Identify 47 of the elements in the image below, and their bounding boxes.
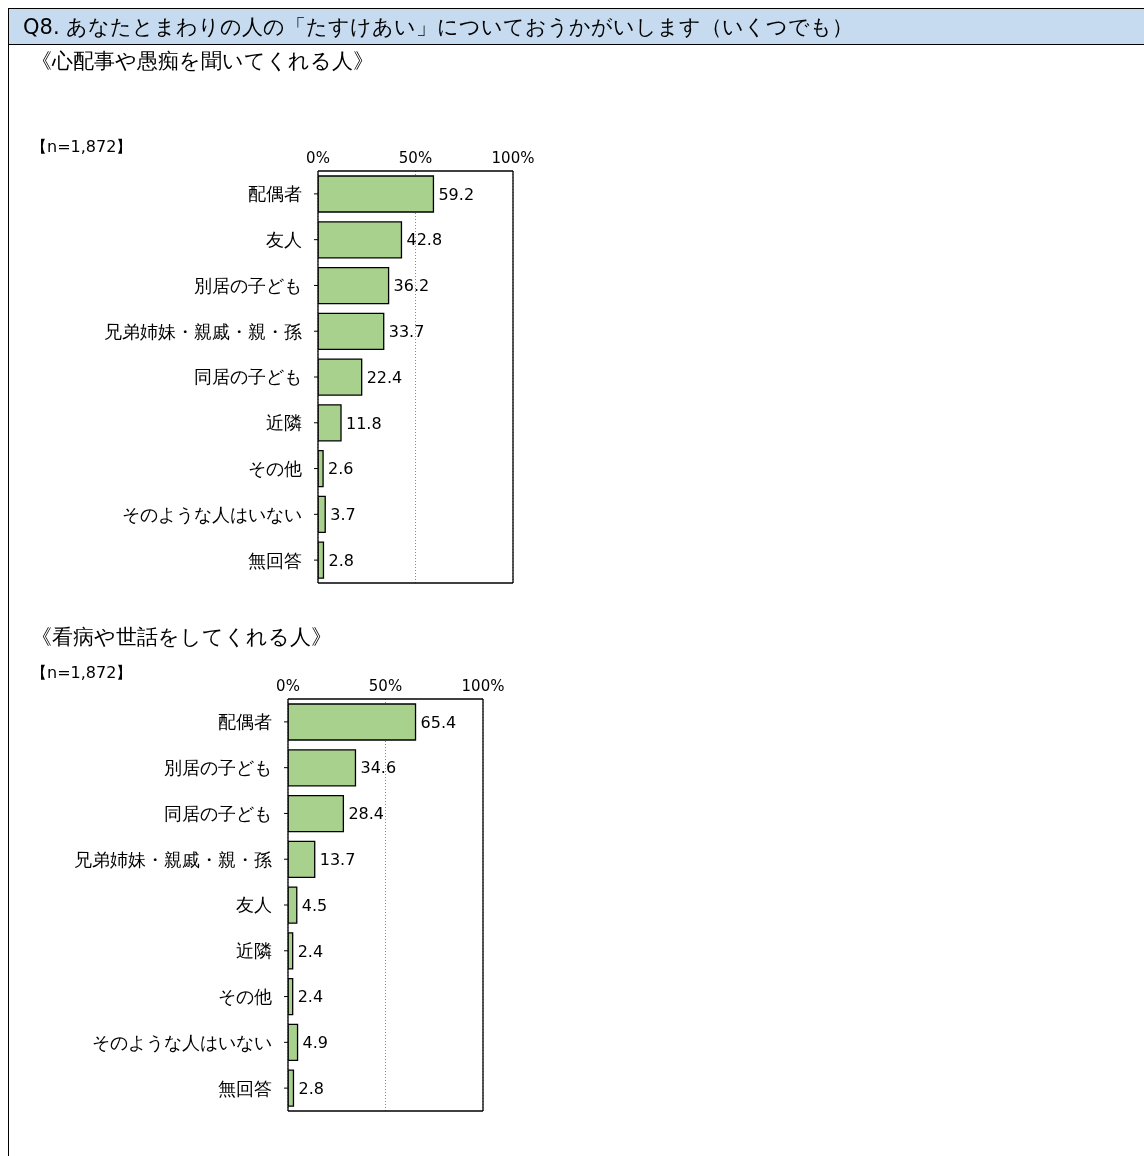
x-tick-label: 100% [461,677,505,695]
data-label: 4.9 [302,1033,329,1053]
data-label: 65.4 [420,712,457,732]
y-tick-label: 別居の子ども [164,757,272,779]
chart-subtitle: 《心配事や愚痴を聞いてくれる人》 [31,48,374,75]
x-tick-label: 0% [276,677,300,695]
data-label: 22.4 [366,367,403,387]
x-tick-label: 50% [398,149,433,167]
data-label: 28.4 [348,804,385,824]
y-tick-label: 配偶者 [248,183,302,205]
y-tick-label: その他 [248,457,302,479]
data-label: 59.2 [438,184,475,204]
y-tick-label: 近隣 [236,940,272,962]
text: 【n=1,872】 [31,663,133,684]
data-label: 13.7 [319,850,356,870]
data-label: 34.6 [360,758,397,778]
y-tick-label: 無回答 [248,549,302,571]
data-label: 36.2 [393,276,430,296]
data-label: 2.8 [328,550,354,570]
y-tick-label: 兄弟姉妹・親戚・親・孫 [74,848,272,870]
y-tick-label: 配偶者 [218,711,272,733]
y-tick-label: 近隣 [266,412,302,434]
data-label: 33.7 [388,322,425,342]
data-label: 11.8 [346,413,382,433]
y-tick-label: 友人 [266,229,302,251]
x-tick-label: 50% [368,677,403,695]
y-tick-label: 兄弟姉妹・親戚・親・孫 [104,320,302,342]
chart-subtitle: 《看病や世話をしてくれる人》 [31,624,332,651]
y-tick-label: 同居の子ども [194,366,302,388]
data-label: 2.4 [297,987,324,1007]
data-label: 42.8 [406,230,443,250]
y-tick-label: そのような人はいない [92,1031,272,1053]
data-label: 2.6 [328,459,354,479]
x-tick-label: 0% [306,149,330,167]
y-tick-label: 無回答 [218,1077,272,1099]
y-tick-label: そのような人はいない [122,503,302,525]
chart-title: Q8. あなたとまわりの人の「たすけあい」についておうかがいします（いくつでも） [9,9,1144,45]
y-tick-label: 同居の子ども [164,802,272,824]
data-label: 2.4 [297,941,324,961]
x-tick-label: 100% [491,149,535,167]
data-label: 4.5 [301,895,328,915]
y-tick-label: 友人 [236,894,272,916]
text: 【n=1,872】 [31,137,133,158]
y-tick-label: その他 [218,985,272,1007]
data-label: 2.8 [298,1078,324,1098]
y-tick-label: 別居の子ども [194,274,302,296]
data-label: 3.7 [330,505,356,525]
